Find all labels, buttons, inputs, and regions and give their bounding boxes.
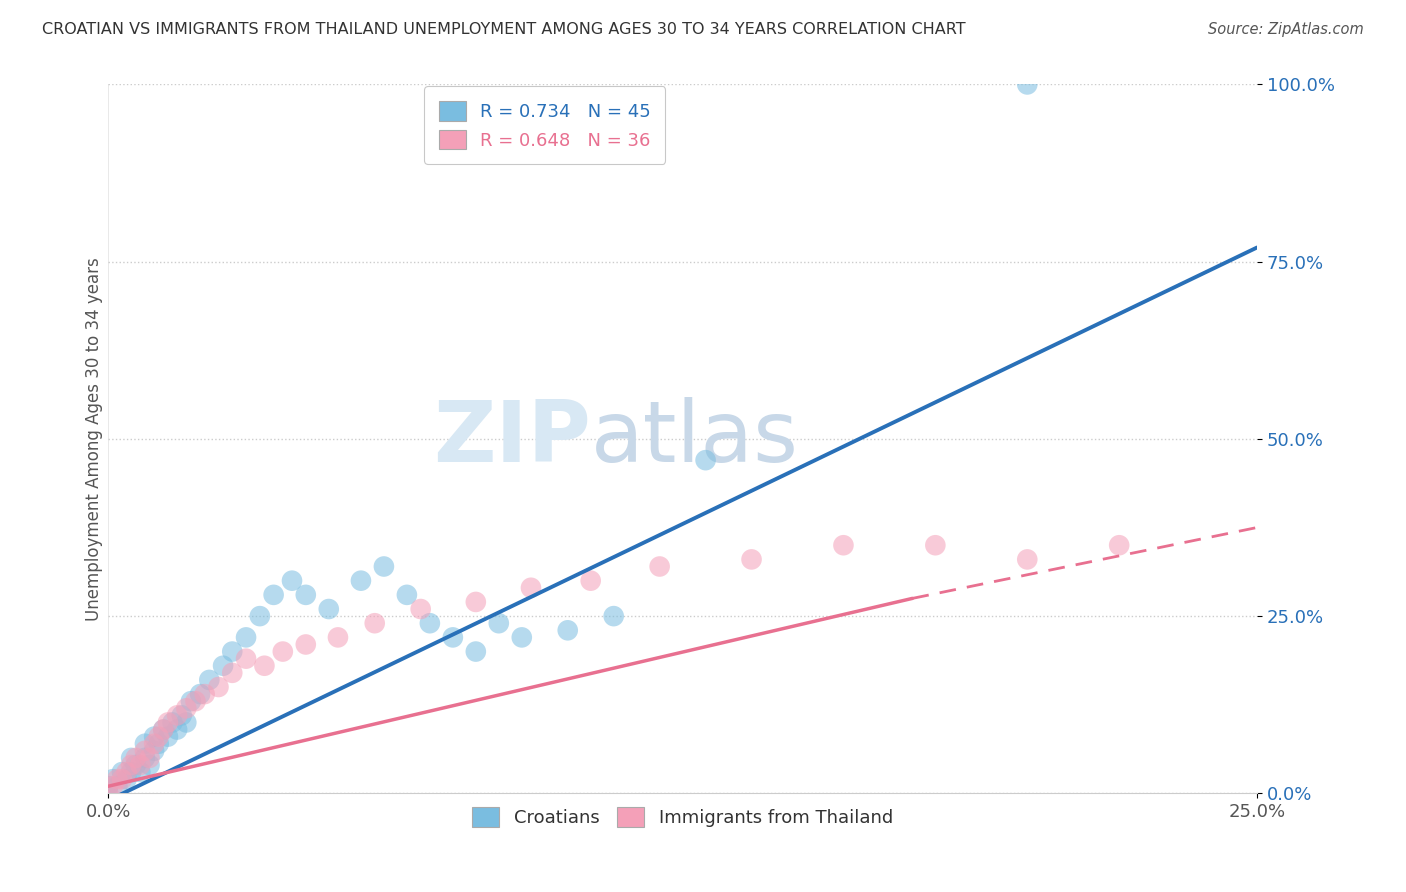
Point xyxy=(97,786,120,800)
Point xyxy=(194,687,217,701)
Point xyxy=(221,644,243,658)
Point xyxy=(101,772,124,787)
Point xyxy=(105,772,128,787)
Point xyxy=(464,595,486,609)
Point xyxy=(125,751,148,765)
Point xyxy=(294,588,316,602)
Point xyxy=(602,609,624,624)
Point xyxy=(97,786,120,800)
Point xyxy=(156,730,179,744)
Point xyxy=(143,744,166,758)
Point xyxy=(373,559,395,574)
Point xyxy=(115,765,138,780)
Point xyxy=(326,631,349,645)
Text: Source: ZipAtlas.com: Source: ZipAtlas.com xyxy=(1208,22,1364,37)
Point xyxy=(648,559,671,574)
Point xyxy=(281,574,304,588)
Point xyxy=(409,602,432,616)
Point xyxy=(166,708,188,723)
Point xyxy=(125,758,148,772)
Point xyxy=(120,758,142,772)
Point xyxy=(111,772,134,787)
Point xyxy=(1108,538,1130,552)
Point xyxy=(520,581,543,595)
Point xyxy=(557,624,579,638)
Point xyxy=(188,687,211,701)
Point xyxy=(176,715,198,730)
Point xyxy=(318,602,340,616)
Text: ZIP: ZIP xyxy=(433,398,591,481)
Legend: Croatians, Immigrants from Thailand: Croatians, Immigrants from Thailand xyxy=(465,799,900,834)
Point xyxy=(364,616,387,631)
Point xyxy=(221,665,243,680)
Point xyxy=(180,694,202,708)
Point xyxy=(156,715,179,730)
Point xyxy=(212,658,235,673)
Y-axis label: Unemployment Among Ages 30 to 34 years: Unemployment Among Ages 30 to 34 years xyxy=(86,257,103,621)
Point xyxy=(184,694,207,708)
Point xyxy=(198,673,221,687)
Point xyxy=(111,765,134,780)
Point xyxy=(148,737,170,751)
Point xyxy=(138,758,160,772)
Point xyxy=(152,723,174,737)
Point xyxy=(129,765,152,780)
Point xyxy=(271,644,294,658)
Point xyxy=(419,616,441,631)
Point xyxy=(97,779,120,793)
Point xyxy=(395,588,418,602)
Point xyxy=(143,730,166,744)
Text: atlas: atlas xyxy=(591,398,799,481)
Point xyxy=(134,744,156,758)
Point xyxy=(695,453,717,467)
Point xyxy=(249,609,271,624)
Point xyxy=(143,737,166,751)
Point xyxy=(148,730,170,744)
Point xyxy=(120,765,142,780)
Point xyxy=(924,538,946,552)
Point xyxy=(263,588,285,602)
Point xyxy=(152,723,174,737)
Point xyxy=(105,779,128,793)
Point xyxy=(832,538,855,552)
Point xyxy=(741,552,763,566)
Point xyxy=(115,772,138,787)
Point xyxy=(134,751,156,765)
Point xyxy=(129,758,152,772)
Point xyxy=(138,751,160,765)
Point xyxy=(350,574,373,588)
Point xyxy=(1017,78,1039,92)
Point xyxy=(176,701,198,715)
Point xyxy=(101,779,124,793)
Point xyxy=(170,708,193,723)
Point xyxy=(166,723,188,737)
Point xyxy=(235,631,257,645)
Point xyxy=(441,631,464,645)
Point xyxy=(510,631,533,645)
Text: CROATIAN VS IMMIGRANTS FROM THAILAND UNEMPLOYMENT AMONG AGES 30 TO 34 YEARS CORR: CROATIAN VS IMMIGRANTS FROM THAILAND UNE… xyxy=(42,22,966,37)
Point xyxy=(488,616,510,631)
Point xyxy=(253,658,276,673)
Point xyxy=(207,680,229,694)
Point xyxy=(162,715,184,730)
Point xyxy=(294,638,316,652)
Point xyxy=(579,574,602,588)
Point xyxy=(134,737,156,751)
Point xyxy=(120,751,142,765)
Point xyxy=(464,644,486,658)
Point xyxy=(235,651,257,665)
Point xyxy=(1017,552,1039,566)
